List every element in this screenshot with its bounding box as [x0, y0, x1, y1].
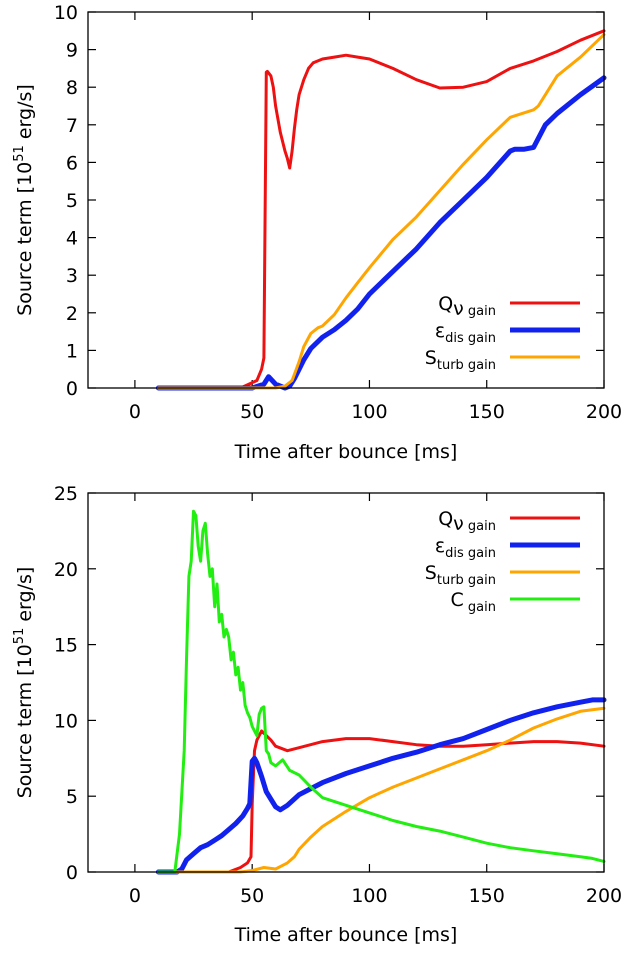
- legend-label-sub: turb gain: [437, 358, 496, 373]
- y-axis-label-exponent: 51: [12, 145, 27, 162]
- y-tick-label: 3: [66, 265, 78, 287]
- legend-label-sub: gain: [464, 519, 496, 534]
- x-tick-label: 150: [469, 885, 505, 907]
- legend-label-main: S: [425, 347, 437, 369]
- legend-label-main: ε: [435, 535, 445, 557]
- x-axis-label: Time after bounce [ms]: [234, 441, 458, 463]
- series-line-4: [156, 509, 606, 874]
- legend-label-main: ε: [435, 320, 445, 342]
- series-line-2: [155, 75, 607, 391]
- y-axis-label-exponent: 51: [12, 628, 27, 645]
- y-tick-label: 15: [54, 635, 78, 657]
- series-line-1: [156, 29, 606, 390]
- x-axis-label: Time after bounce [ms]: [234, 924, 458, 946]
- y-axis-label-main: Source term [10: [14, 162, 36, 316]
- legend-label-sub: gain: [464, 600, 496, 615]
- y-tick-label: 5: [66, 190, 78, 212]
- y-tick-label: 8: [66, 77, 78, 99]
- y-tick-label: 10: [54, 2, 78, 24]
- y-tick-label: 7: [66, 115, 78, 137]
- y-axis-label-unit: erg/s]: [14, 567, 36, 628]
- chart-panel-1: 0 50 100 150 200 0 1 2 3 4 5 6 7 8 9 10 Time after bounc…: [12, 2, 622, 463]
- x-tick-label: 50: [240, 401, 264, 423]
- plot-frame: [87, 492, 605, 873]
- legend-label-4: C gain: [451, 589, 496, 615]
- y-tick-label: 1: [66, 340, 78, 362]
- y-tick-label: 25: [54, 483, 78, 505]
- x-tick-label: 0: [129, 401, 141, 423]
- legend-label-3: Sturb gain: [425, 562, 496, 588]
- y-axis-label-main: Source term [10: [14, 644, 36, 798]
- legend-label-sub: dis gain: [445, 331, 496, 346]
- y-tick-label: 9: [66, 40, 78, 62]
- y-tick-label: 4: [66, 228, 78, 250]
- y-tick-label: 0: [66, 378, 78, 400]
- series-line-3: [156, 33, 606, 390]
- legend-label-1: Qν gain: [438, 508, 496, 535]
- legend-label-sub: dis gain: [445, 546, 496, 561]
- y-tick-label: 10: [54, 710, 78, 732]
- plot-frame: [87, 11, 605, 389]
- y-tick-label: 0: [66, 862, 78, 884]
- legend-label-sub: gain: [464, 304, 496, 319]
- x-tick-label: 100: [351, 401, 387, 423]
- legend-label-main: Q: [438, 508, 453, 530]
- x-tick-label: 100: [351, 885, 387, 907]
- x-tick-label: 200: [586, 401, 622, 423]
- y-axis-label: Source term [1051 erg/s]: [12, 567, 36, 799]
- series-line-2: [155, 697, 607, 875]
- legend-label-2: εdis gain: [435, 535, 496, 561]
- legend-label-main: S: [425, 562, 437, 584]
- legend-label-1: Qν gain: [438, 293, 496, 320]
- y-tick-label: 20: [54, 559, 78, 581]
- y-tick-label: 5: [66, 786, 78, 808]
- x-tick-label: 150: [469, 401, 505, 423]
- legend-label-nu: ν: [453, 298, 464, 320]
- series-line-3: [156, 706, 606, 874]
- legend-label-nu: ν: [453, 513, 464, 535]
- y-axis-label: Source term [1051 erg/s]: [12, 84, 36, 316]
- legend-label-main: C: [451, 589, 464, 611]
- x-tick-label: 50: [240, 885, 264, 907]
- y-tick-label: 6: [66, 152, 78, 174]
- y-axis-label-unit: erg/s]: [14, 84, 36, 145]
- x-tick-label: 0: [129, 885, 141, 907]
- legend-label-sub: turb gain: [437, 573, 496, 588]
- legend-label-2: εdis gain: [435, 320, 496, 346]
- y-tick-label: 2: [66, 303, 78, 325]
- chart-panel-2: 0 50 100 150 200 0 5 10 15 20 25 Time after bounce …: [12, 483, 622, 946]
- legend-label-main: Q: [438, 293, 453, 315]
- x-tick-label: 200: [586, 885, 622, 907]
- legend-label-3: Sturb gain: [425, 347, 496, 373]
